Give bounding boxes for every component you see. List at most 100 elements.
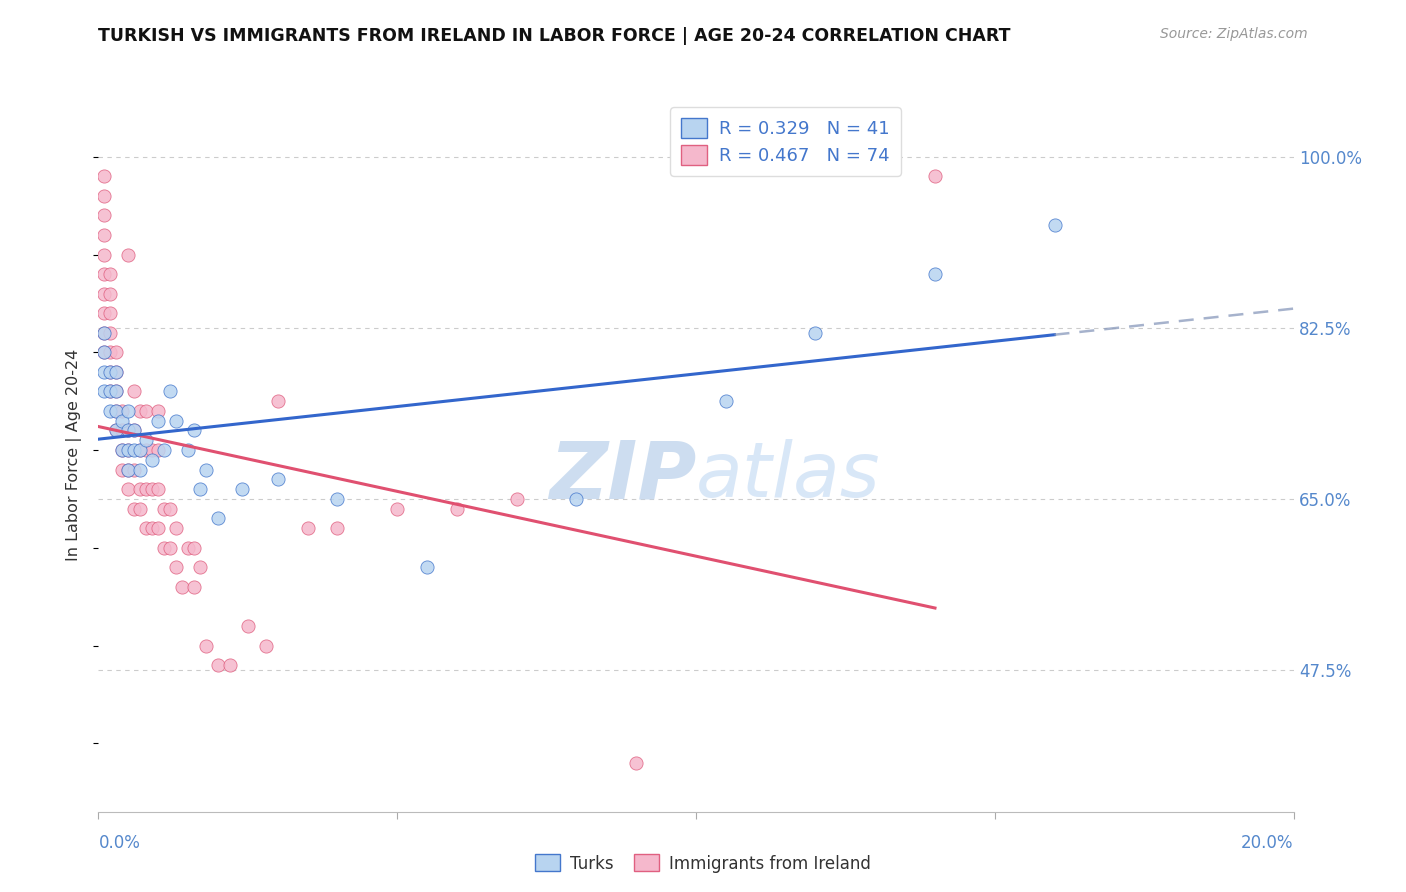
Point [105, 345, 128, 359]
Point [385, 501, 409, 516]
Point [129, 462, 152, 476]
Point [93, 306, 115, 320]
Point [188, 560, 211, 574]
Point [153, 541, 176, 555]
Point [267, 394, 290, 409]
Point [93, 227, 115, 242]
Point [231, 482, 253, 496]
Point [924, 169, 946, 184]
Point [148, 443, 170, 458]
Point [177, 443, 200, 458]
Point [117, 482, 139, 496]
Point [124, 462, 146, 476]
Point [93, 326, 115, 340]
Point [129, 482, 152, 496]
Point [117, 462, 139, 476]
Point [135, 521, 157, 535]
Point [93, 326, 115, 340]
Point [105, 384, 128, 399]
Point [93, 169, 115, 184]
Point [1043, 218, 1066, 232]
Point [326, 521, 349, 535]
Point [804, 326, 827, 340]
Point [165, 414, 187, 428]
Point [207, 511, 229, 525]
Point [416, 560, 439, 574]
Point [105, 365, 128, 379]
Point [267, 472, 290, 486]
Point [153, 501, 176, 516]
Point [100, 384, 122, 399]
Y-axis label: In Labor Force | Age 20-24: In Labor Force | Age 20-24 [66, 349, 83, 561]
Legend: Turks, Immigrants from Ireland: Turks, Immigrants from Ireland [529, 847, 877, 880]
Point [100, 326, 122, 340]
Point [93, 365, 115, 379]
Point [183, 424, 205, 438]
Point [188, 482, 211, 496]
Point [105, 404, 128, 418]
Point [626, 756, 648, 770]
Point [159, 541, 181, 555]
Point [93, 209, 115, 223]
Point [165, 521, 187, 535]
Point [100, 345, 122, 359]
Point [111, 443, 134, 458]
Point [326, 491, 349, 506]
Point [93, 345, 115, 359]
Point [195, 462, 218, 476]
Point [159, 384, 181, 399]
Point [100, 365, 122, 379]
Text: atlas: atlas [696, 440, 880, 513]
Point [714, 394, 737, 409]
Point [105, 424, 128, 438]
Point [183, 541, 205, 555]
Point [129, 443, 152, 458]
Point [506, 491, 529, 506]
Point [148, 404, 170, 418]
Point [111, 414, 134, 428]
Point [105, 424, 128, 438]
Point [117, 404, 139, 418]
Point [105, 384, 128, 399]
Point [254, 639, 277, 653]
Point [195, 639, 218, 653]
Point [135, 482, 157, 496]
Point [117, 443, 139, 458]
Point [105, 404, 128, 418]
Point [124, 424, 146, 438]
Point [100, 365, 122, 379]
Point [117, 462, 139, 476]
Point [117, 443, 139, 458]
Point [565, 491, 588, 506]
Point [148, 482, 170, 496]
Legend: R = 0.329   N = 41, R = 0.467   N = 74: R = 0.329 N = 41, R = 0.467 N = 74 [671, 107, 901, 176]
Point [172, 580, 194, 594]
Point [93, 247, 115, 261]
Point [141, 521, 163, 535]
Text: 20.0%: 20.0% [1241, 834, 1294, 852]
Point [105, 365, 128, 379]
Point [129, 404, 152, 418]
Point [117, 424, 139, 438]
Point [100, 384, 122, 399]
Point [117, 247, 139, 261]
Point [141, 482, 163, 496]
Point [93, 189, 115, 203]
Point [141, 443, 163, 458]
Text: 0.0%: 0.0% [98, 834, 141, 852]
Point [93, 384, 115, 399]
Point [207, 658, 229, 673]
Point [153, 443, 176, 458]
Point [236, 619, 259, 633]
Point [129, 443, 152, 458]
Point [93, 286, 115, 301]
Point [111, 462, 134, 476]
Point [93, 267, 115, 281]
Point [135, 434, 157, 448]
Point [297, 521, 319, 535]
Point [165, 560, 187, 574]
Point [124, 384, 146, 399]
Point [124, 424, 146, 438]
Text: TURKISH VS IMMIGRANTS FROM IRELAND IN LABOR FORCE | AGE 20-24 CORRELATION CHART: TURKISH VS IMMIGRANTS FROM IRELAND IN LA… [98, 27, 1011, 45]
Point [135, 404, 157, 418]
